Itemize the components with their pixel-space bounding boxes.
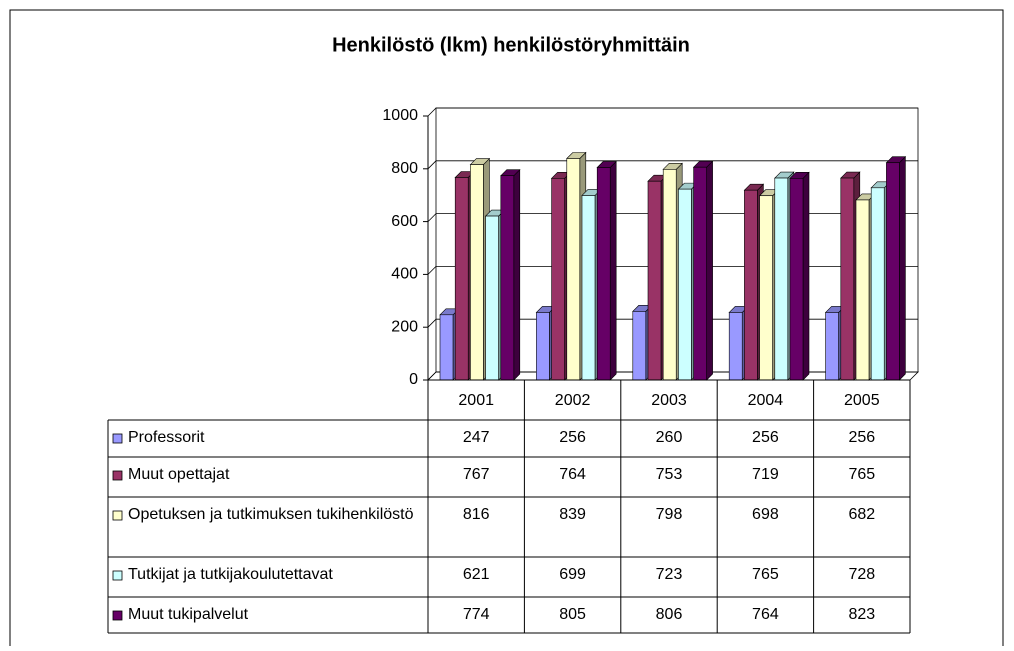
table-value: 728 [848,566,875,583]
table-value: 767 [463,466,490,483]
bar [693,166,707,381]
bar [439,314,454,381]
bar [454,177,469,381]
bar [596,167,611,381]
legend-swatch [112,510,123,521]
bar [470,164,484,381]
x-tick-label: 2004 [748,392,784,409]
table-value: 699 [559,566,586,583]
bar [886,162,900,381]
y-tick-label: 1000 [382,107,418,124]
chart-title: Henkilöstö (lkm) henkilöstöryhmittäin [332,34,690,56]
x-tick-label: 2002 [555,392,591,409]
legend-swatch [112,610,123,621]
y-tick-label: 400 [391,266,418,283]
bar [825,312,839,381]
legend-label-box: Opetuksen ja tutkimuksen tukihenkilöstö [128,506,414,523]
table-value: 806 [656,606,683,623]
legend-swatch [112,470,123,481]
bar [566,158,581,381]
table-value: 839 [559,506,586,523]
legend-label: Opetuksen ja tutkimuksen tukihenkilöstö [128,506,414,523]
bar [728,312,743,381]
bar [855,199,870,381]
bar-side [706,160,713,381]
x-tick-label: 2001 [458,392,494,409]
legend-label-box: Tutkijat ja tutkijakoulutettavat [128,566,333,583]
bar-side [899,156,906,381]
bar [647,180,662,381]
table-value: 765 [752,566,779,583]
table-value: 256 [752,429,779,446]
legend-label: Muut opettajat [128,466,230,483]
bar [744,189,758,381]
x-tick-label: 2003 [651,392,687,409]
bar-side [513,168,521,381]
table-value: 621 [463,566,490,583]
table-value: 719 [752,466,779,483]
grid-line [427,160,918,170]
table-value: 805 [559,606,586,623]
legend-swatch [112,433,123,444]
bar [840,177,855,381]
legend-label: Tutkijat ja tutkijakoulutettavat [128,566,333,583]
bar [774,177,789,381]
legend-label: Muut tukipalvelut [128,606,249,623]
x-tick-label: 2005 [844,392,880,409]
bar [759,195,773,381]
bar [551,178,565,381]
y-tick-label: 200 [391,318,418,335]
bar [581,195,596,381]
table-value: 260 [656,429,683,446]
table-value: 774 [463,606,490,623]
table-value: 764 [752,606,779,623]
legend-label-box: Muut opettajat [128,466,230,483]
bar-side [802,171,810,381]
bar [870,187,885,381]
bar-side [609,160,617,381]
table-value: 798 [656,506,683,523]
legend-label-box: Muut tukipalvelut [128,606,249,623]
table-value: 256 [848,429,875,446]
bar [662,169,677,381]
table-value: 753 [656,466,683,483]
table-value: 816 [463,506,490,523]
y-tick-label: 600 [391,213,418,230]
table-value: 256 [559,429,586,446]
bar [678,188,692,381]
bar [789,178,804,381]
bar [485,215,499,381]
table-value: 764 [559,466,586,483]
table-value: 247 [463,429,490,446]
table-value: 698 [752,506,779,523]
bar [632,311,647,381]
legend-label-box: Professorit [128,429,205,446]
bar [536,312,550,381]
grid-line [427,107,918,117]
table-value: 723 [656,566,683,583]
table-value: 765 [848,466,875,483]
table-value: 823 [848,606,875,623]
legend-label: Professorit [128,429,205,446]
y-tick-label: 0 [409,371,418,388]
bar [500,175,515,381]
table-value: 682 [848,506,875,523]
y-tick-label: 800 [391,160,418,177]
legend-swatch [112,570,123,581]
